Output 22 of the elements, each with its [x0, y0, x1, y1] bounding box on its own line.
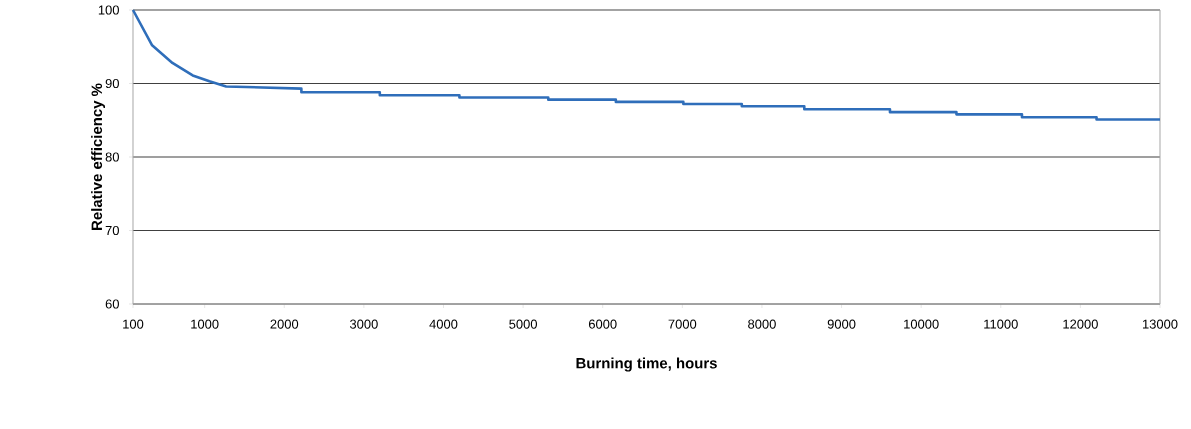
x-tick-label: 2000 [270, 319, 299, 329]
y-tick-label: 100 [98, 5, 119, 15]
x-tick-label: 6000 [588, 319, 617, 329]
y-tick-label: 80 [105, 152, 119, 162]
x-tick-label: 9000 [827, 319, 856, 329]
y-tick-label: 60 [105, 299, 119, 309]
y-axis-title: Relative efficiency % [91, 83, 106, 230]
x-tick-label: 4000 [429, 319, 458, 329]
x-tick-label: 11000 [984, 319, 1018, 329]
x-axis-title: Burning time, hours [576, 357, 717, 372]
y-tick-label: 70 [105, 225, 119, 236]
x-tick-label: 1000 [191, 319, 219, 329]
x-tick-label: 12000 [1063, 319, 1098, 329]
line-series [131, 8, 1162, 121]
x-tick-label: 13000 [1142, 319, 1178, 329]
x-tick-label: 3000 [349, 319, 378, 329]
x-tick-label: 10000 [904, 319, 939, 329]
x-tick-label: 7000 [668, 319, 697, 329]
x-tick-label: 100 [123, 319, 144, 329]
x-tick-label: 5000 [509, 319, 537, 329]
y-tick-label: 90 [105, 78, 119, 89]
x-tick-label: 8000 [748, 319, 776, 329]
